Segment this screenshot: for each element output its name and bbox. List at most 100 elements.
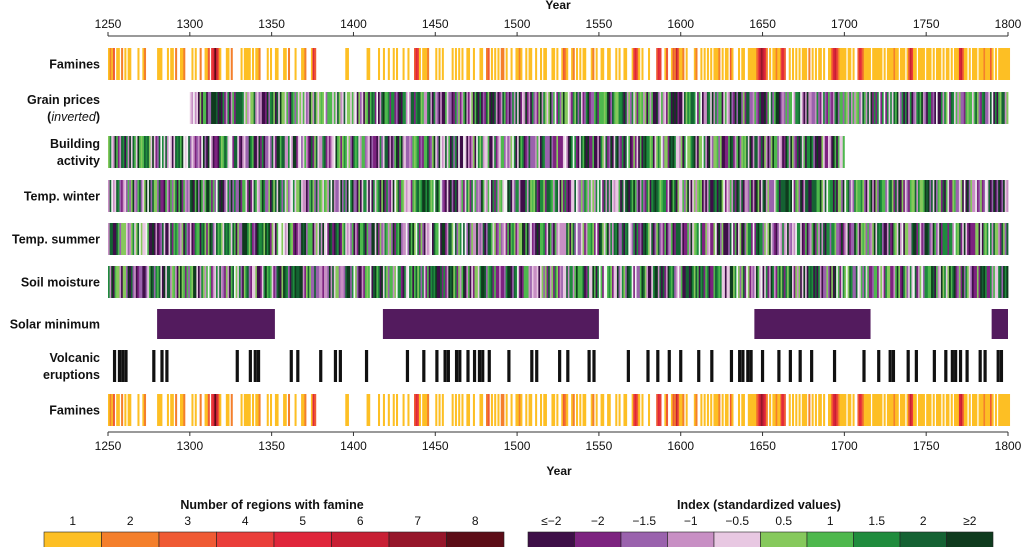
famine-stripe [562, 48, 565, 80]
index-stripe [945, 223, 948, 255]
index-stripe [587, 266, 590, 298]
famine-stripe [994, 48, 997, 80]
index-stripe [319, 266, 322, 298]
index-stripe [147, 136, 150, 168]
index-stripe [461, 266, 464, 298]
index-stripe [711, 180, 714, 212]
index-stripe [499, 180, 502, 212]
index-stripe [430, 223, 433, 255]
famine-stripe [505, 48, 508, 80]
index-stripe [286, 136, 289, 168]
index-stripe [206, 92, 209, 124]
index-stripe [659, 92, 662, 124]
famine-stripe [481, 48, 484, 80]
index-stripe [695, 223, 698, 255]
index-stripe [242, 136, 245, 168]
index-stripe [769, 223, 772, 255]
index-stripe [718, 92, 721, 124]
famine-stripe [685, 394, 688, 426]
famine-stripe [998, 394, 1001, 426]
index-stripe [810, 92, 813, 124]
index-stripe [612, 266, 615, 298]
index-stripe [469, 223, 472, 255]
famine-stripe [764, 48, 767, 80]
index-stripe [746, 180, 749, 212]
index-stripe [476, 223, 479, 255]
famine-stripe [1008, 48, 1011, 80]
index-stripe [500, 180, 503, 212]
index-stripe [818, 136, 821, 168]
index-stripe [620, 136, 623, 168]
index-stripe [412, 223, 415, 255]
index-stripe [742, 92, 745, 124]
index-stripe [299, 180, 302, 212]
index-stripe [733, 136, 736, 168]
eruption-mark [160, 350, 164, 382]
index-legend-label: −1 [684, 514, 698, 528]
index-stripe [644, 136, 647, 168]
famine-stripe [777, 394, 780, 426]
index-stripe [865, 180, 868, 212]
index-stripe [931, 266, 934, 298]
index-stripe [600, 136, 603, 168]
index-stripe [788, 136, 791, 168]
index-stripe [886, 266, 889, 298]
index-stripe [415, 92, 418, 124]
index-stripe [255, 266, 258, 298]
famine-stripe [454, 48, 457, 80]
index-stripe [813, 223, 816, 255]
index-stripe [901, 223, 904, 255]
index-stripe [638, 92, 641, 124]
index-stripe [446, 223, 449, 255]
index-stripe [337, 92, 340, 124]
index-stripe [757, 92, 760, 124]
famine-stripe [716, 394, 719, 426]
famine-stripe [582, 48, 585, 80]
index-stripe [981, 266, 984, 298]
famine-stripe [170, 394, 173, 426]
index-stripe [330, 266, 333, 298]
index-stripe [723, 266, 726, 298]
famine-stripe [891, 48, 894, 80]
index-stripe [523, 136, 526, 168]
index-stripe [500, 136, 503, 168]
famine-stripe [530, 394, 533, 426]
index-stripe [705, 136, 708, 168]
index-stripe [258, 136, 261, 168]
index-stripe [661, 223, 664, 255]
famine-stripe [999, 394, 1002, 426]
index-stripe [710, 266, 713, 298]
index-stripe [199, 136, 202, 168]
index-stripe [860, 266, 863, 298]
index-stripe [111, 180, 114, 212]
famine-stripe [909, 48, 912, 80]
index-stripe [526, 92, 529, 124]
index-stripe [247, 136, 250, 168]
index-stripe [144, 180, 147, 212]
famine-stripe [458, 394, 461, 426]
index-stripe [472, 266, 475, 298]
index-stripe [361, 223, 364, 255]
famine-stripe [302, 48, 305, 80]
index-stripe [824, 266, 827, 298]
index-stripe [520, 266, 523, 298]
index-stripe [675, 92, 678, 124]
index-stripe [400, 92, 403, 124]
famine-stripe [926, 48, 929, 80]
index-stripe [216, 136, 219, 168]
index-stripe [350, 223, 353, 255]
index-stripe [404, 266, 407, 298]
index-stripe [937, 223, 940, 255]
index-stripe [960, 266, 963, 298]
index-stripe [536, 92, 539, 124]
famine-stripe [774, 48, 777, 80]
index-stripe [641, 180, 644, 212]
index-stripe [973, 180, 976, 212]
index-stripe [746, 136, 749, 168]
index-stripe [227, 136, 230, 168]
index-stripe [291, 180, 294, 212]
famine-stripe [157, 48, 160, 80]
index-stripe [173, 266, 176, 298]
index-stripe [162, 136, 165, 168]
index-stripe [364, 136, 367, 168]
